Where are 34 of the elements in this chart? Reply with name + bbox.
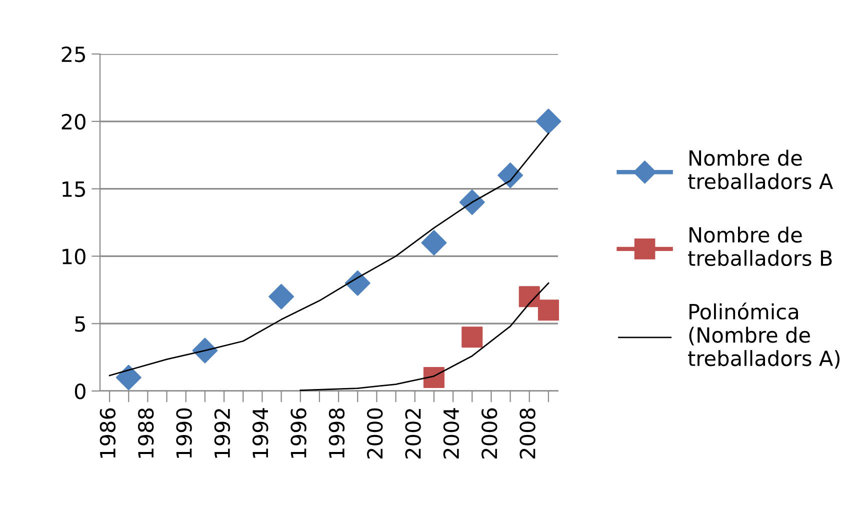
- point: [538, 300, 559, 321]
- x-tick-label: 1988: [138, 408, 154, 458]
- point: [498, 162, 524, 188]
- point: [518, 286, 540, 308]
- point: [192, 338, 218, 364]
- line-series: [300, 282, 550, 391]
- legend-label: Nombre de treballadors A: [688, 150, 834, 190]
- x-tick-label: 2008: [520, 408, 536, 458]
- x-tick-label: 1990: [176, 408, 192, 458]
- x-tick-label: 1992: [214, 409, 230, 458]
- x-tick-label: 2004: [443, 408, 460, 458]
- legend-label: Nombre de treballadors B: [688, 226, 832, 266]
- y-tick-label: 25: [62, 46, 85, 62]
- y-tick-label: 5: [75, 316, 85, 332]
- y-tick-label: 10: [62, 248, 86, 264]
- point: [344, 270, 370, 296]
- point: [423, 367, 444, 388]
- point: [459, 190, 485, 216]
- y-tick-label: 15: [62, 182, 85, 198]
- y-tick-label: 20: [62, 114, 86, 130]
- point: [536, 108, 562, 134]
- x-tick-label: 1994: [252, 408, 268, 458]
- x-tick-label: 2000: [366, 408, 383, 458]
- point: [268, 284, 294, 310]
- y-tick-label: 0: [74, 383, 86, 400]
- x-tick-label: 2006: [481, 408, 498, 458]
- point: [462, 326, 483, 348]
- x-tick-label: 1986: [100, 408, 116, 458]
- point: [116, 364, 142, 390]
- point: [421, 230, 447, 256]
- x-tick-label: 2002: [405, 409, 421, 458]
- x-tick-label: 1998: [328, 408, 345, 458]
- x-tick-label: 1996: [290, 408, 306, 458]
- legend-label: Polinómica (Nombre de treballadors A): [688, 302, 840, 369]
